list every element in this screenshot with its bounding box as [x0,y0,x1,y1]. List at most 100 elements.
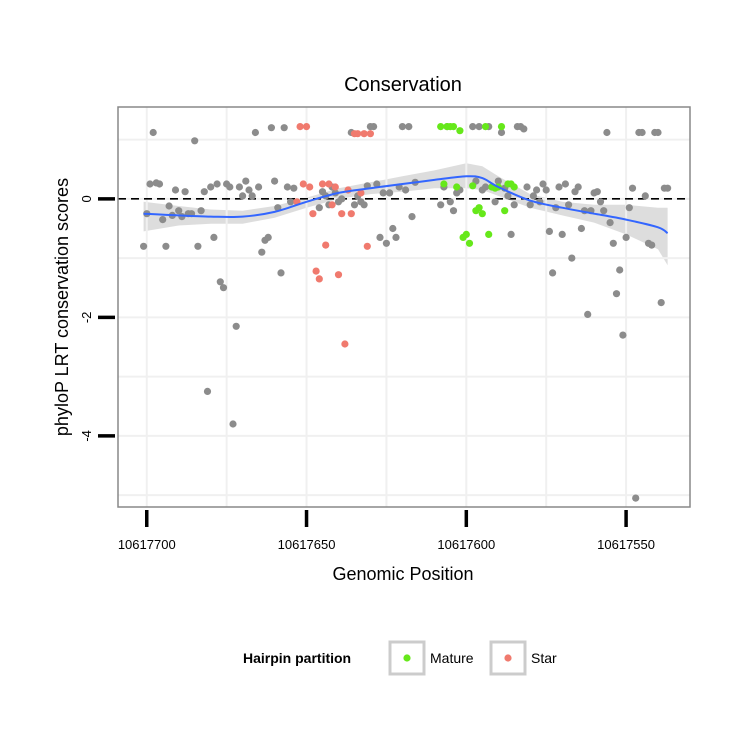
point-unassigned [283,183,291,191]
legend-title: Hairpin partition [243,650,351,666]
point-unassigned [609,239,617,247]
point-unassigned [558,230,566,238]
point-unassigned [197,207,205,215]
point-star [366,130,374,138]
point-unassigned [213,180,221,188]
point-star [360,130,368,138]
point-unassigned [619,331,627,339]
point-unassigned [545,227,554,235]
point-unassigned [200,188,208,196]
point-star [338,210,346,218]
point-star [296,123,304,131]
point-unassigned [475,123,483,131]
legend-key-star [489,640,527,676]
point-unassigned [561,180,570,188]
point-unassigned [526,201,534,209]
point-unassigned [603,128,611,137]
point-unassigned [577,224,586,233]
point-unassigned [389,224,397,233]
x-tick-label: 10617700 [118,537,176,552]
point-star [312,267,320,275]
legend-dot-mature [403,654,411,662]
x-tick-label: 10617600 [437,537,495,552]
x-tick-label: 10617550 [597,537,655,552]
point-unassigned [520,125,528,133]
point-unassigned [360,201,368,209]
point-unassigned [612,290,621,298]
point-unassigned [255,183,263,191]
point-unassigned [264,233,272,241]
point-unassigned [175,207,183,215]
legend: Hairpin partition Mature Star [243,640,557,676]
point-unassigned [507,230,515,238]
x-tick-label: 10617650 [278,537,336,552]
point-star [331,183,339,191]
point-unassigned [632,494,640,502]
legend-dot-star [504,654,512,662]
point-unassigned [226,183,234,191]
point-unassigned [251,128,259,137]
point-unassigned [625,204,633,212]
point-star [322,241,330,249]
point-unassigned [574,183,582,191]
point-unassigned [469,123,477,131]
point-unassigned [277,269,285,277]
point-unassigned [370,123,378,131]
point-mature [510,183,518,191]
point-mature [465,239,474,247]
point-unassigned [408,213,416,221]
point-star [325,180,333,188]
point-unassigned [494,177,502,185]
point-unassigned [392,233,400,241]
x-axis-label: Genomic Position [332,564,473,584]
point-unassigned [596,198,605,206]
point-unassigned [497,128,506,137]
point-unassigned [382,239,390,247]
point-star [302,123,311,131]
point-unassigned [155,180,164,188]
point-mature [453,183,461,191]
point-unassigned [555,183,563,191]
y-tick-label: -4 [79,430,94,442]
point-unassigned [149,128,157,137]
point-star [341,340,349,348]
point-mature [501,207,509,215]
smooth-curve [143,175,669,235]
point-mature [440,180,448,188]
point-unassigned [171,186,180,194]
point-unassigned [648,241,656,249]
point-unassigned [373,180,381,188]
point-unassigned [271,177,279,185]
point-unassigned [593,188,601,196]
point-star [357,189,365,197]
point-unassigned [242,177,250,185]
point-unassigned [584,310,592,318]
point-unassigned [504,192,512,200]
point-mature [481,123,490,131]
point-star [363,242,371,250]
panel-border [117,106,691,508]
point-unassigned [510,201,518,209]
point-star [334,271,343,279]
point-unassigned [628,184,637,192]
point-unassigned [481,183,490,191]
point-mature [469,182,477,190]
point-unassigned [638,128,646,137]
point-mature [478,210,486,218]
point-star [306,183,314,191]
point-unassigned [654,128,662,137]
point-unassigned [274,204,282,212]
point-unassigned [600,207,608,215]
point-unassigned [523,183,531,191]
point-unassigned [664,184,672,192]
point-unassigned [203,387,212,395]
point-unassigned [446,198,454,206]
point-unassigned [229,420,237,428]
point-unassigned [606,219,614,227]
point-unassigned [386,189,394,197]
point-star [328,201,336,209]
chart-title: Conservation [344,74,462,96]
legend-label-mature: Mature [430,650,474,666]
smooth-confidence-band [143,163,668,266]
